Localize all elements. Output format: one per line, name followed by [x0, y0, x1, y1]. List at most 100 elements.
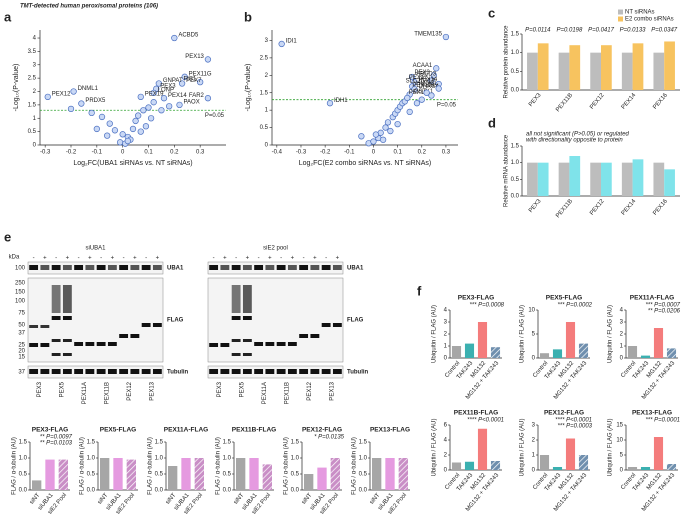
point	[382, 124, 389, 131]
y-tick-label: 1	[532, 453, 536, 459]
panel-letter: e	[4, 229, 11, 244]
y-tick-label: 1.0	[87, 456, 96, 462]
p-value: *** P=0.0008	[469, 303, 504, 309]
y-tick-label: 0.5	[291, 472, 300, 478]
bar	[590, 162, 601, 196]
bar	[552, 467, 563, 470]
x-tick-label: 0.1	[144, 150, 153, 156]
kda-marker: 150	[15, 290, 26, 296]
bar	[666, 348, 677, 358]
bar	[640, 467, 651, 470]
y-tick-label: 1	[33, 116, 37, 122]
point	[204, 95, 212, 102]
p-value: P=0.0417	[588, 28, 615, 34]
band	[62, 339, 72, 342]
bar	[317, 467, 327, 490]
bar	[621, 52, 633, 90]
point-label: ACAA1	[413, 63, 433, 69]
bar	[666, 464, 677, 470]
lane-sign: -	[280, 256, 282, 262]
x-tick-label: 0	[372, 150, 376, 156]
point-label: LONP	[158, 87, 174, 93]
point	[435, 85, 442, 92]
bar	[490, 461, 501, 470]
kda-marker: 100	[15, 266, 26, 272]
y-tick-label: 0.5	[19, 472, 28, 478]
band	[332, 265, 342, 270]
band	[119, 265, 129, 270]
blot-row-label: FLAG	[167, 318, 184, 324]
chart-title: PEX5-FLAG	[546, 295, 582, 302]
point-label: HMGCL	[416, 81, 438, 87]
p-value: * P=0.0135	[314, 435, 345, 441]
band	[29, 369, 39, 374]
point-label: PAOX	[184, 99, 200, 105]
point	[111, 127, 119, 134]
kda-marker: 37	[18, 331, 25, 337]
point-label: FIS1	[183, 77, 196, 83]
bar	[552, 349, 563, 358]
band	[332, 369, 342, 374]
blot-frame	[27, 261, 164, 275]
bar	[601, 162, 612, 196]
band	[40, 265, 50, 270]
y-tick-label: 1.0	[155, 456, 164, 462]
point	[160, 95, 168, 102]
y-tick-label: 1.0	[359, 456, 368, 462]
y-tick-label: 0.5	[511, 177, 520, 183]
band	[299, 334, 309, 338]
bar	[537, 43, 549, 90]
chart-title: TMT-detected human peroxisomal proteins …	[20, 4, 158, 10]
band	[107, 369, 117, 374]
note: with directionality opposite to protein	[526, 138, 623, 144]
y-tick-label: 4	[444, 438, 448, 444]
bar	[632, 159, 644, 196]
blot-row-label: UBA1	[167, 266, 184, 272]
bar	[569, 45, 581, 90]
bar	[262, 464, 272, 490]
y-axis-label: Relative protein abundance	[504, 25, 510, 99]
kda-marker: 20	[18, 349, 25, 355]
y-tick-label: 1	[620, 344, 624, 350]
band	[152, 265, 162, 270]
lane-label: PEX13	[329, 381, 335, 400]
band	[74, 342, 84, 346]
x-tick-label: PEX3	[528, 198, 543, 214]
bar	[569, 156, 581, 196]
lane-label: PEX3	[217, 381, 223, 397]
y-tick-label: 0.0	[19, 488, 28, 494]
band	[276, 369, 286, 374]
x-tick-label: -0.3	[296, 150, 307, 156]
chart-title: PEX5-FLAG	[100, 427, 136, 434]
y-tick-label: 1.5	[511, 144, 520, 150]
point	[88, 109, 95, 117]
band	[85, 369, 95, 374]
p-value: **** P<0.0001	[467, 418, 504, 424]
y-tick-label: 1.0	[511, 160, 520, 166]
bar	[194, 458, 204, 490]
threshold-label: P=0.05	[205, 113, 225, 119]
y-tick-label: 0	[444, 356, 448, 362]
y-axis-label: FLAG / α-tubulin (AU)	[352, 437, 358, 495]
point	[423, 89, 430, 96]
y-tick-label: 5	[532, 332, 536, 338]
y-axis-label: FLAG / α-tubulin (AU)	[284, 437, 290, 495]
y-tick-label: 1.0	[291, 456, 300, 462]
bar	[558, 162, 570, 196]
point-label: PEX11B	[412, 83, 434, 89]
band	[321, 265, 331, 270]
bar	[632, 43, 644, 90]
bar	[490, 347, 501, 358]
y-tick-label: 0	[33, 143, 37, 149]
bar	[304, 474, 314, 490]
x-tick-label: -0.1	[344, 150, 355, 156]
point-label: PEX12	[409, 75, 428, 81]
band	[220, 343, 230, 347]
band	[107, 342, 117, 346]
p-value: **** P<0.0001	[555, 418, 592, 424]
y-tick-label: 0.5	[87, 472, 96, 478]
y-tick-label: 6	[444, 423, 448, 429]
bar	[621, 162, 633, 196]
blot-frame	[27, 365, 164, 379]
blot-frame	[27, 277, 164, 363]
